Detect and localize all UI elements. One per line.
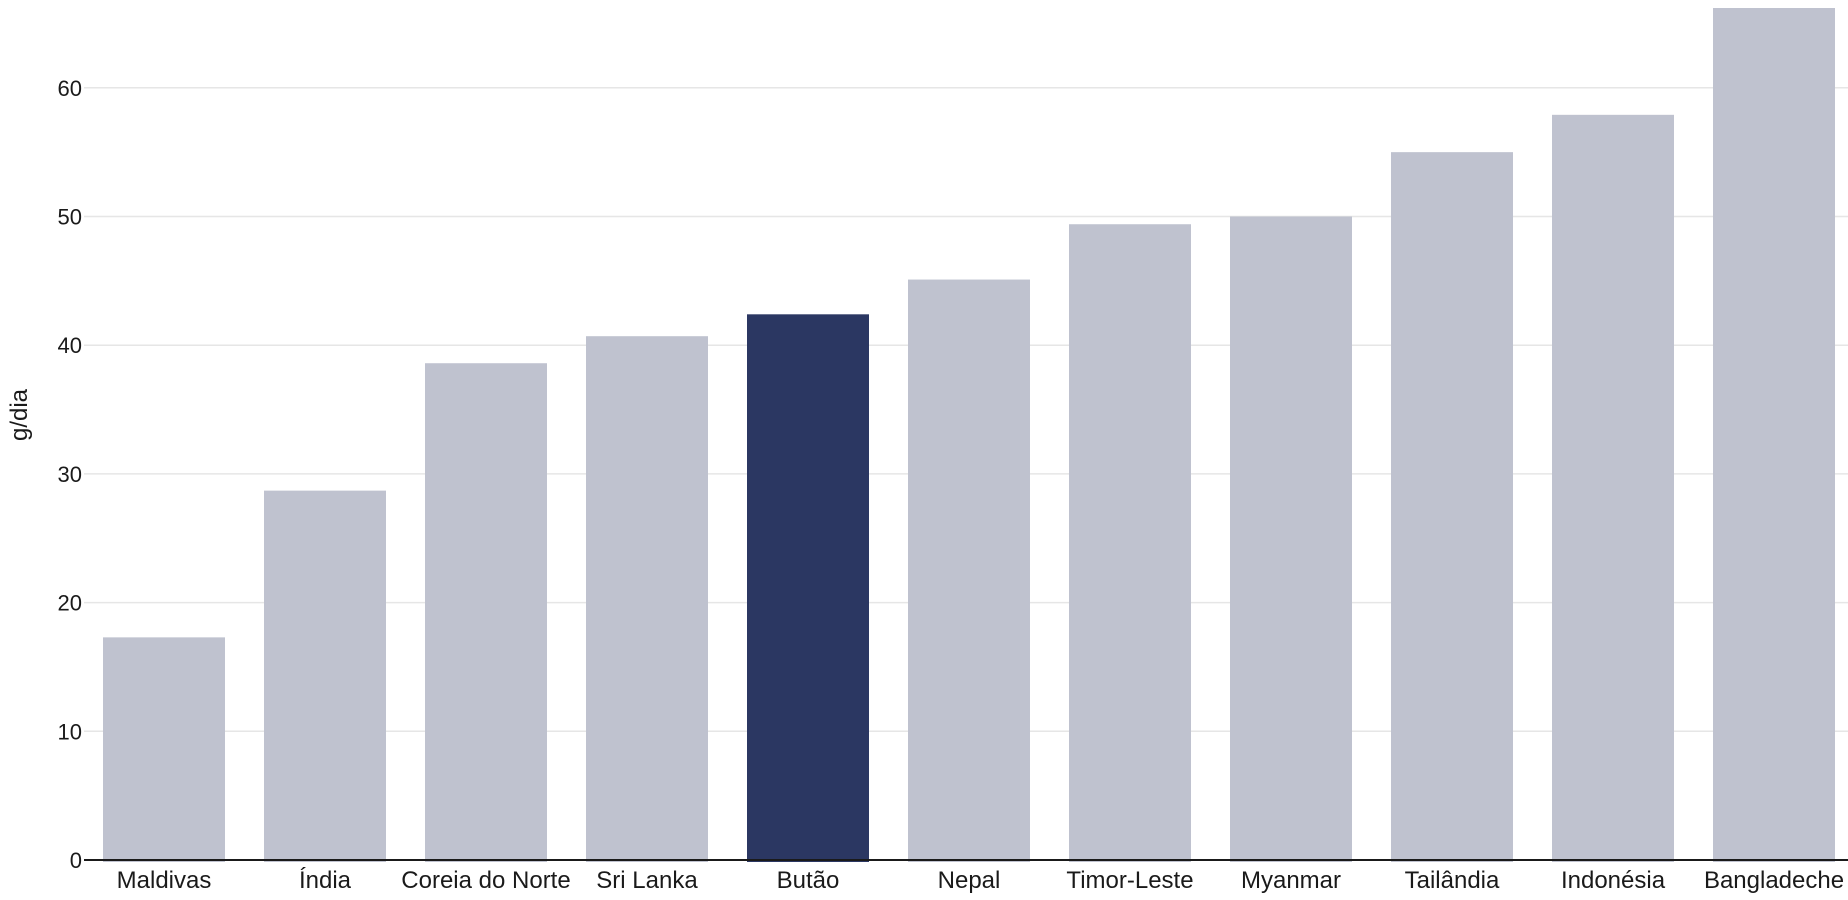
x-tick-label: Maldivas (117, 867, 212, 894)
bar-nepal (908, 279, 1030, 862)
y-tick-label: 10 (58, 719, 82, 744)
bar-bangladeche (1713, 8, 1835, 863)
x-tick-label: Tailândia (1405, 867, 1500, 894)
bar-myanmar (1230, 216, 1352, 862)
bar-but-o (747, 314, 869, 862)
labels: 0 10 20 30 40 50 60 Maldivas Índia Coreia do Nort… (58, 76, 1845, 894)
bar--ndia (264, 490, 386, 862)
y-tick-label: 40 (58, 333, 82, 358)
y-tick-label: 50 (58, 205, 82, 230)
x-tick-label: Índia (299, 867, 352, 894)
bar-sri-lanka (586, 336, 708, 862)
x-tick-label: Sri Lanka (596, 867, 698, 894)
x-tick-label: Bangladeche (1704, 867, 1844, 894)
bars (103, 8, 1835, 863)
y-tick-label: 30 (58, 462, 82, 487)
bar-coreia-do-norte (425, 363, 547, 862)
x-tick-label: Nepal (938, 867, 1001, 894)
x-tick-label: Indonésia (1561, 867, 1666, 894)
y-axis-title: g/dia (6, 388, 33, 441)
bar-maldivas (103, 637, 225, 862)
x-tick-label: Myanmar (1241, 867, 1341, 894)
x-tick-label: Butão (777, 867, 840, 894)
bar-indon-sia (1552, 114, 1674, 862)
y-tick-label: 0 (70, 848, 82, 873)
x-tick-label: Coreia do Norte (401, 867, 570, 894)
x-tick-label: Timor-Leste (1066, 867, 1193, 894)
bar-tail-ndia (1391, 152, 1513, 862)
y-tick-label: 20 (58, 591, 82, 616)
y-tick-label: 60 (58, 76, 82, 101)
bar-timor-leste (1069, 224, 1191, 863)
